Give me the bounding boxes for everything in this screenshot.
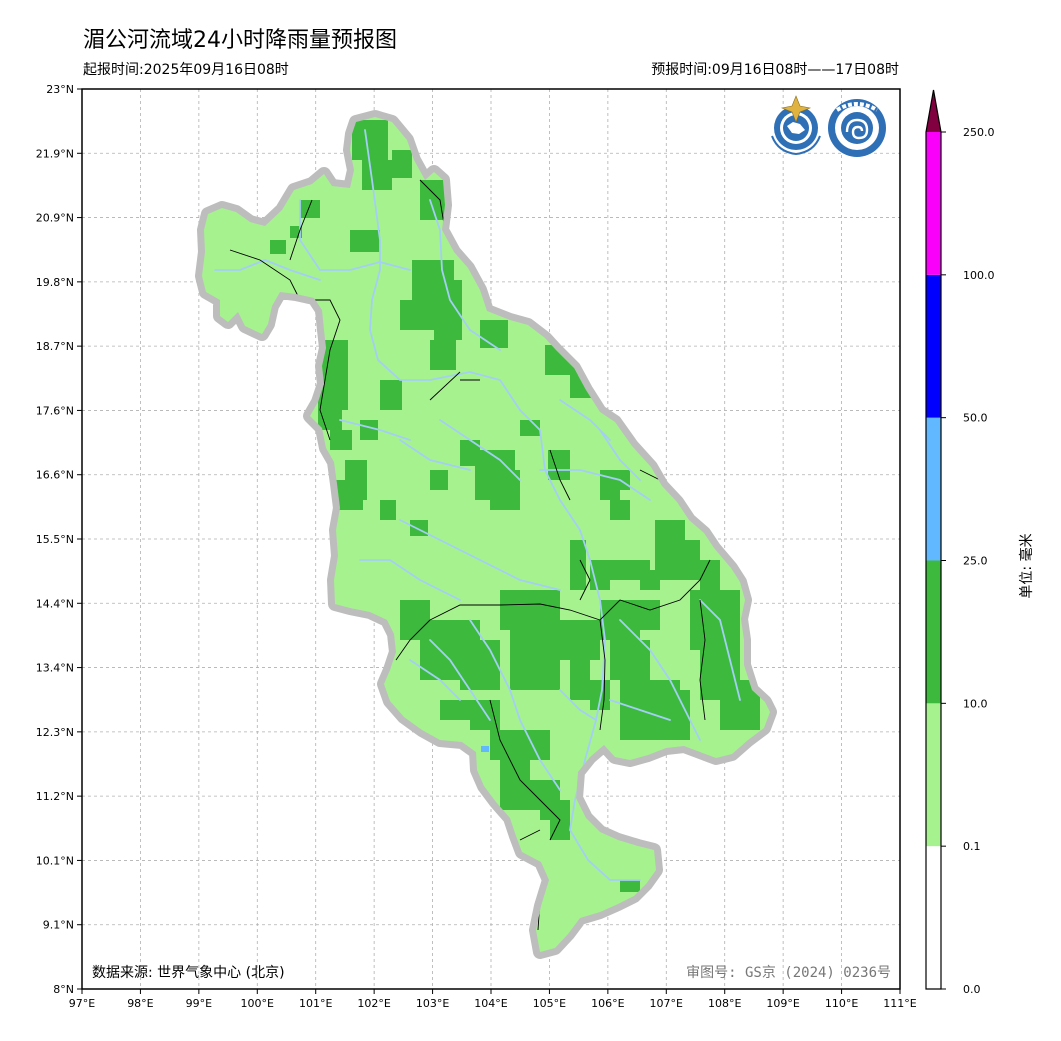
latitude-tick-label: 11.2°N xyxy=(36,790,74,803)
longitude-tick-label: 99°E xyxy=(186,997,212,1010)
latitude-axis: 23°N 21.9°N 20.9°N 19.8°N 18.7°N 17.6°N 16.6°N… xyxy=(36,83,82,996)
latitude-tick-label: 13.4°N xyxy=(36,662,74,675)
data-source: 数据来源: 世界气象中心 (北京) xyxy=(92,965,285,981)
colorbar-level-label: 25.0 xyxy=(963,555,988,568)
latitude-tick-label: 14.4°N xyxy=(36,597,74,610)
country-borders xyxy=(229,179,711,931)
longitude-tick-label: 109°E xyxy=(766,997,799,1010)
colorbar-level-label: 250.0 xyxy=(963,126,995,139)
longitude-tick-label: 104°E xyxy=(474,997,507,1010)
latitude-tick-label: 19.8°N xyxy=(36,276,74,289)
colorbar-level-label: 50.0 xyxy=(963,412,988,425)
latitude-tick-label: 21.9°N xyxy=(36,147,74,160)
longitude-tick-label: 103°E xyxy=(416,997,449,1010)
colorbar: 0.0 0.1 10.0 25.0 50.0 100.0 250.0 xyxy=(925,89,995,996)
colorbar-segment xyxy=(926,560,941,704)
latitude-tick-label: 8°N xyxy=(53,983,74,996)
review-number: 审图号: GS京 (2024) 0236号 xyxy=(686,965,891,981)
longitude-tick-label: 110°E xyxy=(825,997,858,1010)
latitude-tick-label: 23°N xyxy=(46,83,74,96)
colorbar-level-label: 0.0 xyxy=(963,983,981,996)
colorbar-segment xyxy=(926,274,941,418)
longitude-tick-label: 107°E xyxy=(650,997,683,1010)
unit-label: 单位: 毫米 xyxy=(1018,533,1035,598)
colorbar-segment xyxy=(926,417,941,561)
longitude-tick-label: 108°E xyxy=(708,997,741,1010)
colorbar-segment xyxy=(926,132,941,275)
longitude-tick-label: 98°E xyxy=(127,997,153,1010)
colorbar-segment xyxy=(926,846,941,989)
longitude-axis: 97°E 98°E 99°E 100°E 101°E 102°E 103°E 104°E 105… xyxy=(69,989,917,1010)
longitude-tick-label: 111°E xyxy=(883,997,916,1010)
colorbar-level-label: 0.1 xyxy=(963,840,981,853)
longitude-tick-label: 102°E xyxy=(357,997,390,1010)
latitude-tick-label: 20.9°N xyxy=(36,212,74,225)
longitude-tick-label: 101°E xyxy=(299,997,332,1010)
map-title: 湄公河流域24小时降雨量预报图 xyxy=(83,28,397,53)
colorbar-level-label: 10.0 xyxy=(963,697,988,710)
longitude-tick-label: 105°E xyxy=(533,997,566,1010)
latitude-tick-label: 17.6°N xyxy=(36,404,74,417)
longitude-tick-label: 97°E xyxy=(69,997,95,1010)
latitude-tick-label: 10.1°N xyxy=(36,854,74,867)
longitude-tick-label: 100°E xyxy=(241,997,274,1010)
colorbar-extend-arrow xyxy=(926,90,941,132)
forecast-time: 预报时间:09月16日08时——17日08时 xyxy=(651,62,899,78)
cma-logo xyxy=(828,99,886,157)
wmo-logo xyxy=(770,95,822,156)
colorbar-segment xyxy=(926,703,941,847)
issue-time: 起报时间:2025年09月16日08时 xyxy=(83,62,289,78)
colorbar-level-label: 100.0 xyxy=(963,269,995,282)
latitude-tick-label: 9.1°N xyxy=(43,919,74,932)
latitude-tick-label: 18.7°N xyxy=(36,340,74,353)
latitude-tick-label: 16.6°N xyxy=(36,469,74,482)
latitude-tick-label: 15.5°N xyxy=(36,533,74,546)
heavy-rain-cell xyxy=(481,746,489,752)
latitude-tick-label: 12.3°N xyxy=(36,726,74,739)
longitude-tick-label: 106°E xyxy=(591,997,624,1010)
